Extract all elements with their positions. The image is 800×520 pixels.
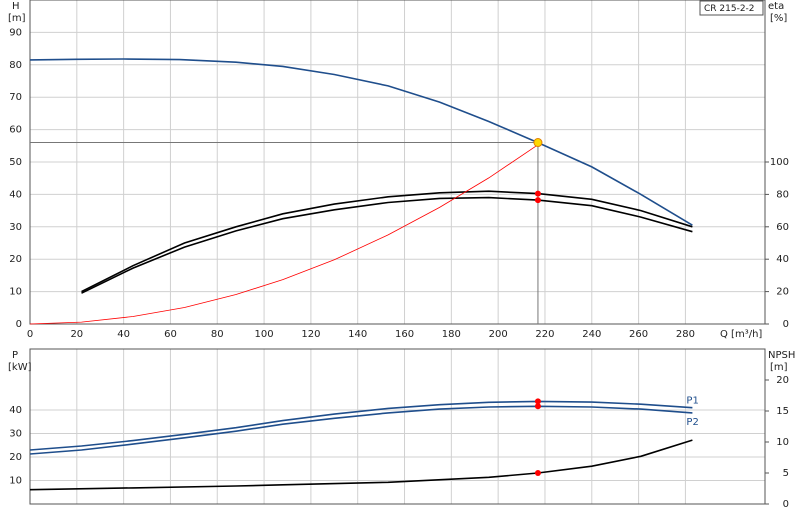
y-tick-label: 40 — [9, 405, 22, 416]
y2-tick-label: 0 — [783, 319, 789, 330]
y2-axis-label: eta — [768, 1, 784, 12]
duty-point — [533, 138, 543, 148]
x-tick-label: 240 — [582, 329, 601, 340]
x-tick-label: 220 — [535, 329, 554, 340]
y2-tick-label: 20 — [776, 287, 789, 298]
y-axis-label: P — [12, 350, 18, 361]
x-tick-label: 120 — [301, 329, 320, 340]
series-label: P1 — [686, 396, 698, 407]
title-box — [699, 0, 764, 16]
y-axis-label: H — [12, 1, 20, 12]
x-tick-label: 80 — [211, 329, 224, 340]
y2-tick-label: 0 — [783, 499, 789, 510]
x-tick-label: 40 — [117, 329, 130, 340]
curve — [29, 400, 693, 451]
curve — [29, 144, 539, 325]
y2-axis-unit: [%] — [770, 13, 787, 24]
chart-title: CR 215-2-2 — [704, 4, 755, 14]
x-tick-label: 0 — [27, 329, 33, 340]
curve — [29, 439, 693, 491]
duty-dot — [534, 398, 541, 405]
x-tick-label: 60 — [164, 329, 177, 340]
x-tick-label: 200 — [489, 329, 508, 340]
y2-tick-label: 40 — [776, 254, 789, 265]
y2-tick-label: 10 — [776, 437, 789, 448]
x-axis-label: Q [m³/h] — [720, 329, 762, 340]
y2-axis-unit: [m] — [770, 362, 788, 373]
y2-tick-label: 15 — [776, 406, 789, 417]
y-tick-label: 50 — [9, 157, 22, 168]
y-tick-label: 80 — [9, 60, 22, 71]
duty-dot — [534, 470, 541, 476]
x-tick-label: 140 — [348, 329, 367, 340]
y-tick-label: 90 — [9, 27, 22, 38]
y2-tick-label: 5 — [783, 468, 789, 479]
x-tick-label: 20 — [70, 329, 83, 340]
y-tick-label: 10 — [9, 476, 22, 487]
x-tick-label: 100 — [255, 329, 274, 340]
duty-dot — [534, 197, 541, 204]
y-tick-label: 10 — [9, 287, 22, 298]
curve — [29, 58, 693, 226]
y-tick-label: 0 — [16, 319, 22, 330]
y2-axis-label: NPSH — [768, 350, 795, 361]
plot-frame — [29, 0, 766, 325]
y2-tick-label: 100 — [770, 157, 789, 168]
curve — [29, 405, 693, 455]
y-tick-label: 60 — [9, 125, 22, 136]
y-tick-label: 20 — [9, 254, 22, 265]
x-tick-label: 260 — [629, 329, 648, 340]
y2-tick-label: 20 — [776, 375, 789, 386]
y-tick-label: 30 — [9, 222, 22, 233]
x-tick-label: 180 — [442, 329, 461, 340]
y-axis-unit: [kW] — [8, 362, 32, 373]
x-tick-label: 160 — [395, 329, 414, 340]
curve — [81, 196, 693, 294]
plot-frame — [29, 348, 766, 505]
y-tick-label: 70 — [9, 92, 22, 103]
y-tick-label: 30 — [9, 429, 22, 440]
series-label: P2 — [686, 417, 698, 428]
y2-tick-label: 80 — [776, 189, 789, 200]
y-axis-unit: [m] — [8, 13, 26, 24]
duty-dot — [534, 403, 541, 410]
duty-dot — [534, 190, 541, 197]
y-tick-label: 20 — [9, 452, 22, 463]
y-tick-label: 40 — [9, 189, 22, 200]
curve — [81, 190, 693, 293]
x-tick-label: 280 — [676, 329, 695, 340]
y2-tick-label: 60 — [776, 222, 789, 233]
